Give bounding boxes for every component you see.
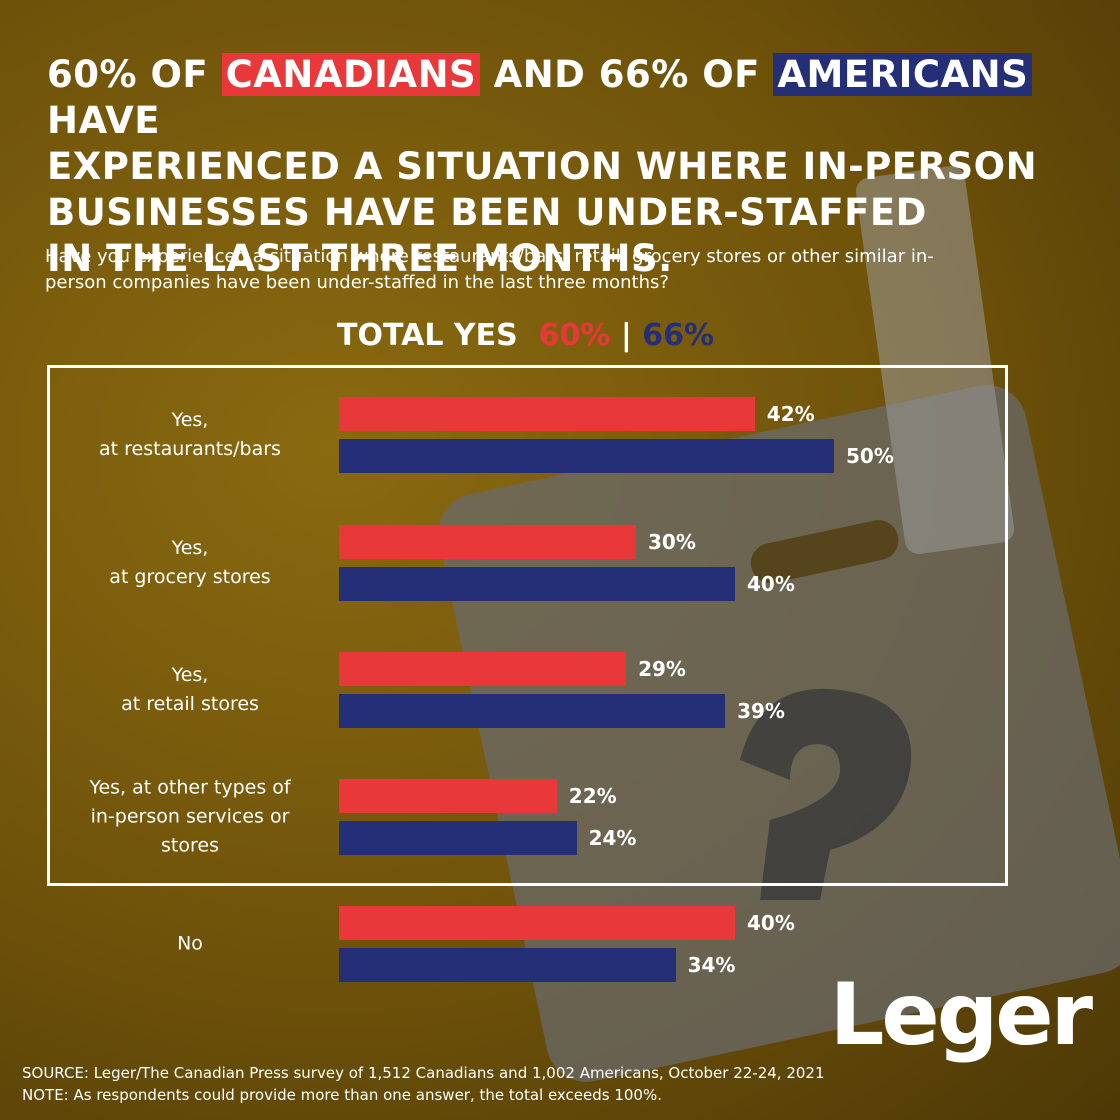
title-text: 60% OF [47, 53, 209, 96]
total-usa: 66% [642, 318, 715, 353]
bar [339, 948, 676, 982]
category-label: Yes, at restaurants/bars [99, 409, 281, 460]
value-label: 39% [737, 699, 785, 723]
subtitle: Have you experienced a situation where r… [45, 246, 934, 293]
yes-box [47, 365, 1008, 886]
bar [339, 652, 627, 686]
bar [339, 906, 735, 940]
bar [339, 567, 735, 601]
total-yes: TOTAL YES 60% | 66% [337, 318, 714, 353]
total-separator: | [620, 318, 632, 353]
logo: Leger [829, 965, 1093, 1065]
legend-americans: AMERICANS [773, 53, 1033, 96]
total-canada: 60% [538, 318, 611, 353]
bar [339, 397, 755, 431]
value-label: 29% [638, 657, 686, 681]
value-label: 40% [747, 911, 795, 935]
value-label: 42% [766, 402, 815, 426]
title-text: AND 66% OF [493, 53, 760, 96]
bar [339, 821, 577, 855]
bar [339, 779, 557, 813]
category-label: Yes, at other types of in-person service… [89, 776, 291, 857]
value-label: 50% [846, 444, 894, 468]
source: SOURCE: Leger/The Canadian Press survey … [22, 1064, 825, 1082]
bar [339, 439, 834, 473]
total-label: TOTAL YES [337, 318, 518, 353]
category-label: No [177, 932, 203, 955]
category-label: Yes, at grocery stores [109, 537, 271, 588]
value-label: 30% [648, 530, 696, 554]
value-label: 40% [747, 572, 795, 596]
bar [339, 525, 636, 559]
title-text: HAVE EXPERIENCED A SITUATION WHERE IN-PE… [47, 99, 1038, 280]
bar [339, 694, 726, 728]
legend-canadians: CANADIANS [221, 53, 481, 96]
value-label: 22% [568, 784, 617, 808]
category-label: Yes, at retail stores [121, 664, 259, 715]
note: NOTE: As respondents could provide more … [22, 1086, 662, 1104]
title: 60% OF CANADIANS AND 66% OF AMERICANS HA… [47, 52, 1107, 282]
value-label: 34% [687, 953, 736, 977]
value-label: 24% [588, 826, 637, 850]
